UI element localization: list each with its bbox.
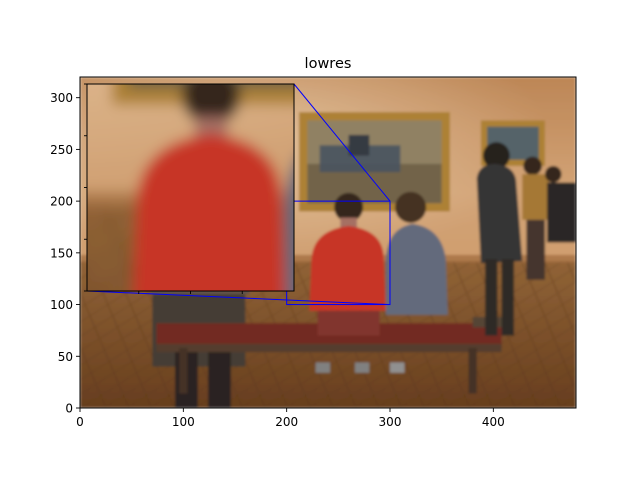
y-tick-label: 100 (50, 298, 73, 312)
y-tick-label: 300 (50, 91, 73, 105)
x-tick-label: 0 (76, 415, 84, 429)
y-tick-label: 250 (50, 143, 73, 157)
x-tick-label: 400 (482, 415, 505, 429)
y-axis: 0 50 100 150 200 250 300 (50, 91, 80, 416)
inset-connector-top (293, 83, 391, 202)
inset-ticks (84, 83, 243, 294)
x-tick-label: 100 (172, 415, 195, 429)
x-tick-label: 200 (275, 415, 298, 429)
chart-title: lowres (305, 56, 352, 72)
x-tick-label: 300 (379, 415, 402, 429)
x-axis: 0 100 200 300 400 (76, 408, 505, 429)
y-tick-label: 50 (58, 350, 73, 364)
y-tick-label: 200 (50, 195, 73, 209)
y-tick-label: 150 (50, 246, 73, 260)
y-tick-label: 0 (65, 402, 73, 416)
axes-frame (79, 76, 577, 409)
inset-connector-bottom (86, 290, 391, 306)
